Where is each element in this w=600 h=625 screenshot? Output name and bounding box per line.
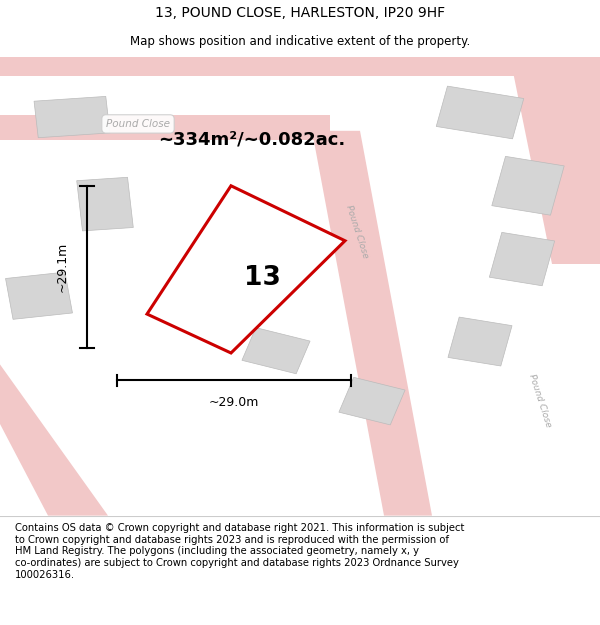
Polygon shape	[510, 58, 600, 264]
Polygon shape	[194, 266, 268, 317]
Polygon shape	[436, 86, 524, 139]
Polygon shape	[77, 177, 133, 231]
Text: Map shows position and indicative extent of the property.: Map shows position and indicative extent…	[130, 35, 470, 48]
Text: Pound Close: Pound Close	[527, 373, 553, 429]
Text: 13, POUND CLOSE, HARLESTON, IP20 9HF: 13, POUND CLOSE, HARLESTON, IP20 9HF	[155, 6, 445, 19]
Polygon shape	[34, 96, 110, 138]
Polygon shape	[5, 272, 73, 319]
Text: ~29.1m: ~29.1m	[55, 242, 68, 292]
Polygon shape	[147, 186, 345, 353]
Polygon shape	[0, 364, 108, 516]
Polygon shape	[448, 317, 512, 366]
Text: Pound Close: Pound Close	[344, 204, 370, 259]
Polygon shape	[242, 328, 310, 374]
Polygon shape	[0, 115, 330, 140]
Text: 13: 13	[244, 265, 281, 291]
Text: ~29.0m: ~29.0m	[209, 396, 259, 409]
Text: ~334m²/~0.082ac.: ~334m²/~0.082ac.	[158, 131, 346, 149]
Text: Pound Close: Pound Close	[106, 119, 170, 129]
Polygon shape	[490, 232, 554, 286]
Text: Contains OS data © Crown copyright and database right 2021. This information is : Contains OS data © Crown copyright and d…	[15, 523, 464, 579]
Polygon shape	[492, 156, 564, 215]
Polygon shape	[312, 131, 432, 516]
Polygon shape	[339, 378, 405, 425]
Polygon shape	[0, 58, 600, 76]
